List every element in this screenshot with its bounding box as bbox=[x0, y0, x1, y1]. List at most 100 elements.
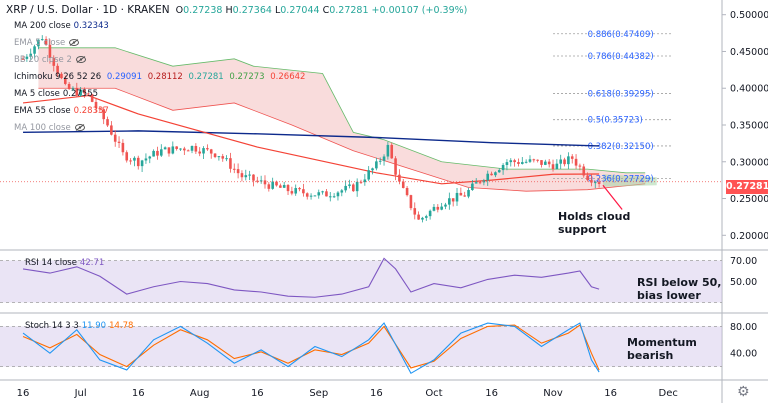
candle-body bbox=[194, 145, 198, 152]
y-tick-label: 0.25000 bbox=[730, 194, 768, 205]
rsi-legend[interactable]: RSI 14 close 42.71 bbox=[25, 258, 104, 268]
candle-body bbox=[563, 159, 566, 165]
candle-body bbox=[267, 184, 271, 189]
candle-body bbox=[582, 166, 586, 176]
legend-label: BB 20 close 2 bbox=[14, 55, 72, 65]
annotation-rsi: RSI below 50, bias lower bbox=[637, 276, 721, 302]
candle-body bbox=[144, 158, 148, 161]
open-label: O bbox=[175, 5, 184, 16]
candle-body bbox=[321, 191, 324, 193]
candle-body bbox=[302, 189, 305, 194]
gear-icon[interactable]: ⚙ bbox=[737, 384, 750, 400]
candle-body bbox=[171, 146, 175, 154]
candle-body bbox=[60, 73, 63, 79]
x-tick-label: Oct bbox=[425, 388, 442, 399]
candle-body bbox=[344, 185, 347, 191]
legend-value: 0.32343 bbox=[73, 21, 109, 31]
legend-ema55[interactable]: EMA 55 close 0.28337 bbox=[14, 106, 109, 116]
candle-body bbox=[509, 160, 513, 163]
high-value: 0.27364 bbox=[232, 5, 272, 16]
candle-body bbox=[394, 158, 397, 175]
candle-body bbox=[125, 152, 129, 161]
legend-label: MA 200 close bbox=[14, 21, 71, 31]
eye-off-icon[interactable] bbox=[75, 56, 86, 63]
candle-body bbox=[129, 160, 132, 162]
candle-body bbox=[56, 65, 59, 74]
candle-body bbox=[386, 144, 390, 157]
candle-body bbox=[229, 158, 232, 169]
stoch-k-line bbox=[22, 322, 600, 375]
candle-body bbox=[75, 88, 79, 96]
rsi-tick-label: 50.00 bbox=[730, 277, 757, 288]
candle-body bbox=[501, 164, 505, 171]
close-value: 0.27281 bbox=[329, 5, 369, 16]
candle-body bbox=[183, 148, 186, 151]
legend-value: 0.27273 bbox=[229, 72, 265, 82]
candle-body bbox=[63, 78, 67, 84]
ichimoku-cloud bbox=[38, 47, 646, 192]
candle-body bbox=[494, 172, 497, 176]
candle-body bbox=[94, 101, 98, 109]
candle-body bbox=[405, 187, 409, 196]
candle-body bbox=[401, 181, 405, 188]
candle-body bbox=[382, 156, 386, 161]
candle-body bbox=[486, 173, 490, 181]
legend-ichimoku[interactable]: Ichimoku 9 26 52 26 0.29091 0.28112 0.27… bbox=[14, 72, 305, 82]
candle-body bbox=[340, 190, 344, 193]
symbol-title[interactable]: XRP / U.S. Dollar · 1D · KRAKEN bbox=[6, 4, 170, 16]
fib-level-label: 0.382(0.32150) bbox=[588, 142, 654, 152]
candle-body bbox=[459, 192, 463, 196]
candle-body bbox=[248, 174, 251, 176]
candle-body bbox=[240, 173, 244, 178]
candle-body bbox=[352, 184, 355, 192]
legend-value: 0.27555 bbox=[62, 89, 99, 99]
eye-off-icon[interactable] bbox=[74, 124, 85, 131]
candle-body bbox=[217, 156, 221, 158]
candle-body bbox=[87, 93, 90, 95]
legend-ema5[interactable]: EMA 5 close bbox=[14, 38, 80, 48]
stoch-label: Stoch 14 3 3 bbox=[25, 321, 79, 331]
candle-body bbox=[271, 181, 274, 189]
candle-body bbox=[52, 57, 56, 66]
candle-body bbox=[547, 161, 551, 165]
x-tick-label: 16 bbox=[132, 388, 145, 399]
candle-body bbox=[432, 206, 436, 211]
candle-body bbox=[279, 185, 282, 188]
close-label: C bbox=[322, 5, 330, 16]
y-tick-label: 0.50000 bbox=[730, 10, 768, 21]
candle-body bbox=[83, 89, 86, 94]
candle-body bbox=[225, 158, 228, 160]
candle-body bbox=[463, 195, 466, 197]
symbol-header: XRP / U.S. Dollar · 1D · KRAKEN O0.27238… bbox=[6, 4, 467, 16]
candle-body bbox=[444, 204, 447, 207]
stoch-tick-label: 80.00 bbox=[730, 322, 757, 333]
candle-body bbox=[359, 181, 363, 183]
candle-body bbox=[424, 216, 428, 218]
candle-body bbox=[317, 192, 321, 196]
x-tick-label: 16 bbox=[370, 388, 383, 399]
candle-body bbox=[471, 183, 474, 191]
candle-body bbox=[520, 162, 524, 164]
candle-body bbox=[90, 94, 94, 102]
candle-body bbox=[121, 142, 125, 153]
candle-body bbox=[21, 58, 25, 60]
legend-ma5[interactable]: MA 5 close 0.27555 bbox=[14, 89, 98, 99]
stoch-legend[interactable]: Stoch 14 3 3 11.90 14.78 bbox=[25, 321, 133, 331]
candle-body bbox=[290, 191, 294, 194]
legend-ma100[interactable]: MA 100 close bbox=[14, 123, 85, 133]
legend-bb[interactable]: BB 20 close 2 bbox=[14, 55, 86, 65]
legend-ma200[interactable]: MA 200 close 0.32343 bbox=[14, 21, 109, 31]
candle-body bbox=[328, 196, 332, 198]
candle-body bbox=[206, 148, 209, 150]
candle-body bbox=[451, 198, 455, 202]
candle-body bbox=[478, 182, 482, 184]
candle-body bbox=[259, 180, 263, 182]
candle-body bbox=[25, 56, 29, 59]
candle-body bbox=[421, 217, 424, 220]
candle-body bbox=[232, 168, 236, 170]
candle-body bbox=[517, 162, 520, 164]
eye-off-icon[interactable] bbox=[69, 39, 80, 46]
ichimoku-cloud-bull bbox=[602, 174, 657, 187]
